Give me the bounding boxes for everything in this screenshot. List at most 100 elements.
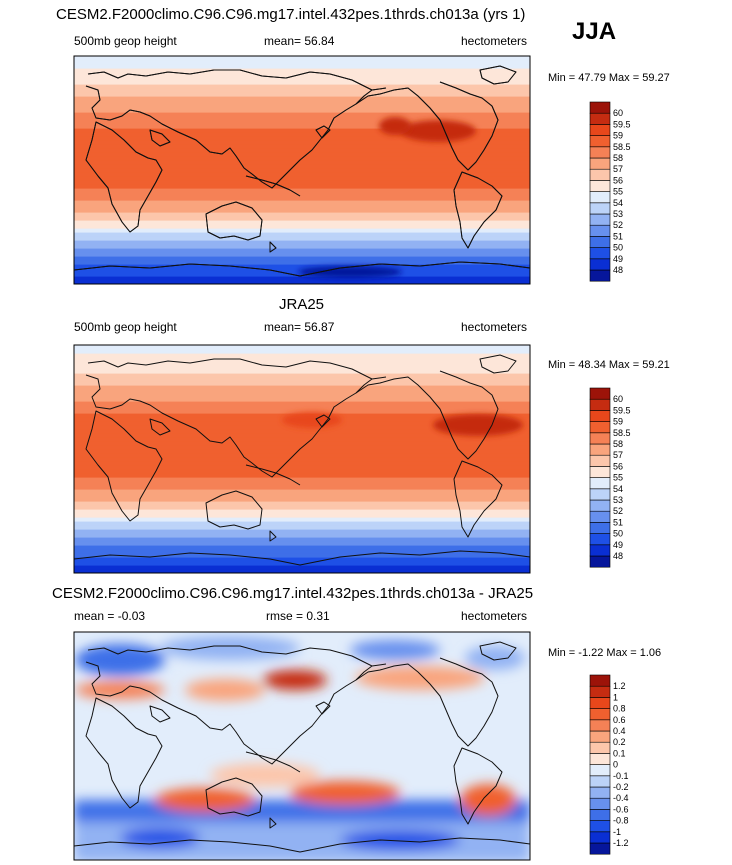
colorbar-segment [589, 533, 611, 546]
panel1-field-row [74, 76, 530, 81]
colorbar-tick-label: 53 [613, 495, 623, 505]
panel2-field-row [74, 493, 530, 498]
coast-south-america [453, 171, 503, 249]
panel1-field-row [74, 224, 530, 229]
panel1-field-row [74, 280, 530, 284]
colorbar-tick-label: 0.8 [613, 704, 626, 714]
colorbar-segment [589, 697, 611, 709]
panel2-min-label: Min = [548, 359, 576, 371]
panel2-high-wpacific [282, 412, 342, 428]
panel1-low-antarctica [298, 266, 402, 278]
panel2-field-row [74, 385, 530, 390]
colorbar-tick-label: 55 [613, 473, 623, 483]
panel2-field-row [74, 481, 530, 486]
panel1-field-row [74, 140, 530, 145]
panel1-field-row [74, 92, 530, 97]
colorbar-segment [589, 708, 611, 721]
colorbar-segment [589, 775, 611, 788]
colorbar-segment [589, 488, 611, 501]
panel2-field-row [74, 365, 530, 370]
panel2-field-row [74, 537, 530, 542]
panel3-high-asia [263, 670, 327, 690]
colorbar-segment [589, 112, 611, 125]
panel2-max-label: Max = [608, 359, 640, 371]
panel2-field-row [74, 545, 530, 550]
colorbar-segment [589, 454, 611, 467]
colorbar-tick-label: 60 [613, 394, 623, 404]
panel2-field-row [74, 489, 530, 494]
panel1-minmax: Min = 47.79 Max = 59.27 [548, 72, 670, 84]
panel2-field-row [74, 401, 530, 406]
panel2-min-value: 48.34 [578, 359, 606, 371]
panel1-field-row [74, 80, 530, 85]
panel1-field-row [74, 252, 530, 257]
panel3-minmax: Min = -1.22 Max = 1.06 [548, 647, 661, 659]
panel2-field-row [74, 405, 530, 410]
panel2-field-row [74, 561, 530, 566]
colorbar-tick-label: 0.2 [613, 737, 626, 747]
panel2-field-row [74, 525, 530, 530]
coast-new-zealand [269, 241, 277, 253]
colorbar-tick-label: 58.5 [613, 428, 631, 438]
panel2-field-row [74, 569, 530, 573]
colorbar-segment [589, 191, 611, 204]
colorbar-segment [589, 797, 611, 810]
panel1-field-row [74, 96, 530, 101]
panel1-high-namerica [379, 117, 411, 135]
colorbar-tick-label: 49 [613, 254, 623, 264]
panel2-field-row [74, 409, 530, 414]
panel1-field-row [74, 152, 530, 157]
panel1-variable: 500mb geop height [74, 34, 177, 48]
panel2-field-row [74, 557, 530, 562]
colorbar-tick-label: 57 [613, 450, 623, 460]
panel3-low-alaska [350, 640, 440, 660]
panel1-field-row [74, 108, 530, 113]
panel1-field-row [74, 240, 530, 245]
panel2-field-row [74, 505, 530, 510]
panel3-min-value: -1.22 [578, 647, 604, 659]
panel2-field-row [74, 377, 530, 382]
panel1-mean: mean= 56.84 [264, 34, 334, 48]
panel3-rmse-label: rmse = [266, 609, 304, 623]
panel2-field-row [74, 449, 530, 454]
colorbar-segment [589, 421, 611, 434]
panel1-field-row [74, 260, 530, 265]
panel3-low-north-europe [75, 644, 165, 676]
panel2-field-row [74, 433, 530, 438]
panel1-mean-label: mean= [264, 34, 302, 48]
panel1-field-row [74, 228, 530, 233]
colorbar-segment [589, 544, 611, 557]
panel3-mean: mean = -0.03 [74, 609, 145, 623]
colorbar-tick-label: 57 [613, 164, 623, 174]
colorbar-segment [589, 522, 611, 534]
panel1-field-row [74, 164, 530, 169]
panel1-field-row [74, 232, 530, 237]
colorbar-tick-label: 59.5 [613, 405, 631, 415]
colorbar-tick-label: -1.2 [613, 838, 629, 848]
panel3-high-south-pacific [290, 781, 400, 805]
colorbar-segment [589, 258, 611, 271]
coast-australia [205, 201, 263, 241]
colorbar-tick-label: 60 [613, 108, 623, 118]
colorbar-tick-label: 59.5 [613, 119, 631, 129]
panel2-mean-label: mean= [264, 320, 302, 334]
colorbar-segment [589, 247, 611, 260]
panel1-field-row [74, 88, 530, 93]
panel1-field-row [74, 120, 530, 125]
panel2-features [282, 412, 523, 436]
colorbar-segment [589, 753, 611, 765]
panel2-field-row [74, 477, 530, 482]
panel1-field-row [74, 256, 530, 261]
colorbar-segment [589, 168, 611, 181]
panel2-field-row [74, 565, 530, 570]
panel1-max-label: Max = [608, 72, 640, 84]
panel3-mean-label: mean = [74, 609, 115, 623]
panel1-field-row [74, 172, 530, 177]
colorbar-tick-label: -1 [613, 827, 621, 837]
colorbar-segment [589, 820, 611, 833]
panel3-title: CESM2.F2000climo.C96.C96.mg17.intel.432p… [52, 585, 534, 602]
panel1-field-row [74, 104, 530, 109]
panel1-field-row [74, 64, 530, 69]
